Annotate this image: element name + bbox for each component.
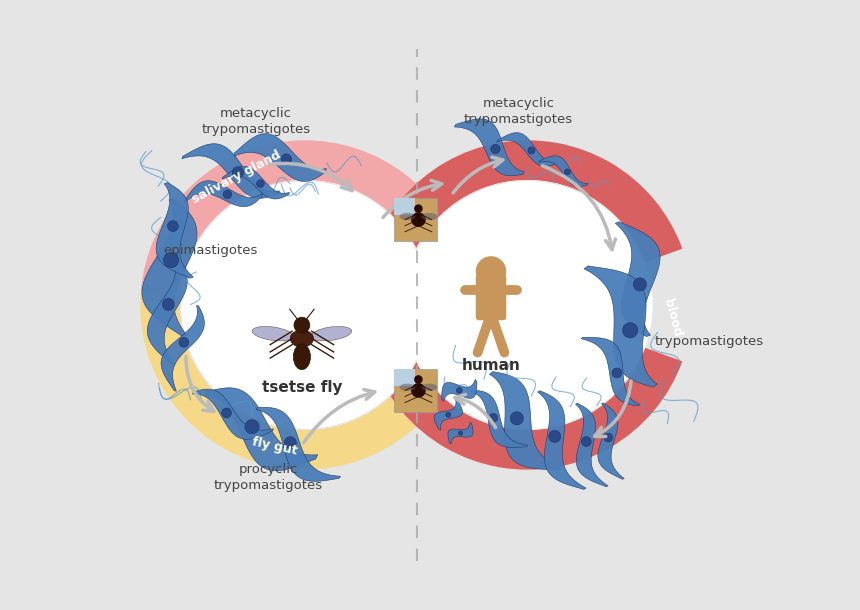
- Polygon shape: [193, 389, 273, 439]
- Polygon shape: [497, 133, 557, 167]
- Ellipse shape: [400, 213, 415, 220]
- Circle shape: [256, 180, 264, 187]
- Polygon shape: [442, 379, 477, 401]
- Polygon shape: [615, 222, 660, 337]
- Polygon shape: [234, 134, 326, 181]
- Polygon shape: [184, 181, 262, 207]
- Bar: [394, 369, 415, 386]
- Circle shape: [623, 323, 638, 338]
- Circle shape: [179, 337, 189, 347]
- Polygon shape: [222, 167, 289, 199]
- Text: metacyclic
trypomastigotes: metacyclic trypomastigotes: [201, 107, 310, 137]
- Circle shape: [245, 420, 259, 434]
- Wedge shape: [363, 140, 682, 470]
- Text: blood: blood: [660, 297, 683, 338]
- Circle shape: [168, 221, 178, 232]
- Circle shape: [491, 145, 501, 154]
- Polygon shape: [489, 371, 561, 470]
- Circle shape: [489, 414, 498, 422]
- Ellipse shape: [400, 384, 415, 391]
- Polygon shape: [584, 266, 657, 387]
- Ellipse shape: [291, 330, 314, 347]
- Text: metacyclic
trypomastigotes: metacyclic trypomastigotes: [464, 96, 573, 126]
- Text: trypomastigotes: trypomastigotes: [654, 335, 764, 348]
- Circle shape: [163, 253, 179, 268]
- Circle shape: [510, 412, 524, 425]
- Polygon shape: [581, 337, 640, 406]
- Circle shape: [476, 256, 507, 287]
- Bar: [394, 369, 437, 412]
- Polygon shape: [538, 391, 587, 489]
- Circle shape: [163, 298, 175, 310]
- Text: procyclic
trypomastigotes: procyclic trypomastigotes: [214, 462, 322, 492]
- Polygon shape: [598, 403, 624, 479]
- Wedge shape: [180, 294, 305, 348]
- Circle shape: [403, 181, 651, 429]
- Ellipse shape: [252, 326, 293, 341]
- Polygon shape: [454, 119, 525, 176]
- Circle shape: [294, 317, 310, 333]
- Circle shape: [612, 368, 622, 378]
- Circle shape: [402, 180, 653, 430]
- Text: salivary gland: salivary gland: [190, 148, 284, 206]
- Polygon shape: [147, 257, 187, 365]
- Circle shape: [223, 190, 232, 199]
- Wedge shape: [141, 140, 454, 305]
- Circle shape: [232, 167, 243, 178]
- Polygon shape: [182, 144, 280, 198]
- Circle shape: [528, 147, 535, 154]
- Bar: [394, 198, 415, 215]
- Text: fly gut: fly gut: [251, 436, 298, 458]
- Ellipse shape: [310, 326, 352, 341]
- Polygon shape: [575, 403, 608, 487]
- Polygon shape: [157, 182, 194, 278]
- Text: human: human: [462, 359, 520, 373]
- Circle shape: [445, 412, 451, 417]
- Circle shape: [411, 212, 426, 227]
- Text: tsetse fly: tsetse fly: [261, 380, 342, 395]
- Polygon shape: [448, 422, 473, 444]
- Circle shape: [411, 383, 426, 398]
- Circle shape: [181, 181, 429, 429]
- Circle shape: [457, 387, 462, 393]
- Polygon shape: [256, 407, 341, 481]
- Text: epimastigotes: epimastigotes: [163, 243, 257, 257]
- Bar: [394, 198, 437, 241]
- Circle shape: [281, 154, 292, 164]
- Ellipse shape: [421, 384, 438, 391]
- Polygon shape: [161, 306, 205, 391]
- Ellipse shape: [421, 213, 438, 220]
- FancyBboxPatch shape: [476, 274, 507, 320]
- Circle shape: [415, 204, 422, 213]
- Polygon shape: [470, 390, 528, 448]
- Wedge shape: [184, 305, 429, 430]
- Circle shape: [581, 437, 591, 447]
- Polygon shape: [205, 388, 317, 471]
- Wedge shape: [402, 180, 645, 430]
- Circle shape: [180, 180, 430, 430]
- Polygon shape: [434, 400, 463, 430]
- Circle shape: [415, 375, 422, 384]
- Circle shape: [604, 433, 612, 442]
- Circle shape: [285, 437, 297, 449]
- Circle shape: [549, 431, 561, 442]
- Ellipse shape: [293, 344, 310, 370]
- Polygon shape: [142, 199, 197, 336]
- Wedge shape: [181, 180, 418, 305]
- Circle shape: [458, 431, 463, 436]
- Polygon shape: [538, 156, 588, 187]
- Wedge shape: [146, 305, 469, 470]
- Circle shape: [633, 278, 647, 291]
- Circle shape: [222, 408, 231, 418]
- Wedge shape: [140, 290, 305, 361]
- Circle shape: [564, 169, 570, 175]
